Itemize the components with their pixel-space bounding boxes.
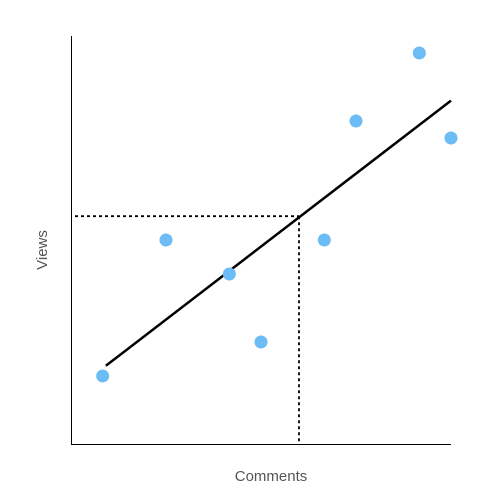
trend-line bbox=[105, 99, 452, 367]
data-point bbox=[96, 369, 110, 383]
data-points bbox=[96, 46, 458, 383]
data-point bbox=[349, 114, 363, 128]
data-point bbox=[254, 335, 268, 349]
y-axis-label: Views bbox=[34, 230, 51, 270]
data-point bbox=[222, 267, 236, 281]
x-axis-label: Comments bbox=[235, 468, 308, 485]
data-point bbox=[317, 233, 331, 247]
data-point bbox=[159, 233, 173, 247]
data-point bbox=[412, 46, 426, 60]
data-point bbox=[444, 131, 458, 145]
